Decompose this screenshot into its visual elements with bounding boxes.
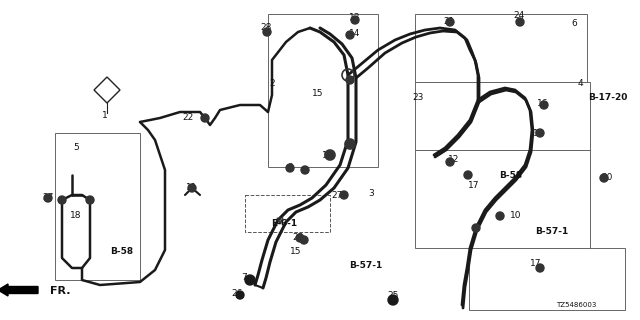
Circle shape xyxy=(388,295,398,305)
Circle shape xyxy=(346,140,354,148)
Circle shape xyxy=(536,264,544,272)
Circle shape xyxy=(536,129,544,137)
Text: 24: 24 xyxy=(513,12,525,20)
Text: 23: 23 xyxy=(412,92,424,101)
Circle shape xyxy=(44,194,52,202)
Text: B-58: B-58 xyxy=(499,171,522,180)
Circle shape xyxy=(516,18,524,26)
Circle shape xyxy=(245,275,255,285)
Text: 10: 10 xyxy=(510,211,522,220)
Circle shape xyxy=(286,164,294,172)
Text: 20: 20 xyxy=(601,173,612,182)
Text: B-58: B-58 xyxy=(110,247,133,257)
Circle shape xyxy=(296,234,304,242)
Text: B-57-1: B-57-1 xyxy=(349,260,382,269)
Circle shape xyxy=(301,166,309,174)
Circle shape xyxy=(464,171,472,179)
Text: 22: 22 xyxy=(183,114,194,123)
Text: 16: 16 xyxy=(537,99,548,108)
Text: 25: 25 xyxy=(292,234,304,243)
Circle shape xyxy=(600,174,608,182)
Text: 15: 15 xyxy=(312,89,324,98)
Text: B-17-20: B-17-20 xyxy=(588,92,627,101)
Circle shape xyxy=(446,158,454,166)
Circle shape xyxy=(58,196,66,204)
Text: 6: 6 xyxy=(571,20,577,28)
Text: 14: 14 xyxy=(349,28,360,37)
Text: TZ5486003: TZ5486003 xyxy=(556,302,596,308)
Circle shape xyxy=(326,151,334,159)
Circle shape xyxy=(263,28,271,36)
Text: 2: 2 xyxy=(269,78,275,87)
Text: 12: 12 xyxy=(448,155,460,164)
Text: 27: 27 xyxy=(42,194,54,203)
Text: 27: 27 xyxy=(332,190,343,199)
Text: 18: 18 xyxy=(70,211,82,220)
Circle shape xyxy=(236,291,244,299)
Text: B-57-1: B-57-1 xyxy=(535,228,568,236)
Text: 28: 28 xyxy=(260,23,272,33)
Text: 17: 17 xyxy=(468,180,480,189)
Circle shape xyxy=(446,18,454,26)
Circle shape xyxy=(201,114,209,122)
Circle shape xyxy=(86,196,94,204)
Text: 17: 17 xyxy=(531,260,541,268)
Text: 18: 18 xyxy=(323,150,333,159)
Text: 19: 19 xyxy=(533,129,545,138)
Text: 26: 26 xyxy=(231,289,243,298)
Text: 15: 15 xyxy=(291,246,301,255)
Circle shape xyxy=(340,191,348,199)
Circle shape xyxy=(300,236,308,244)
Text: 4: 4 xyxy=(577,78,583,87)
Text: 5: 5 xyxy=(73,143,79,153)
Text: 11: 11 xyxy=(186,183,198,193)
Text: 13: 13 xyxy=(349,13,361,22)
Circle shape xyxy=(346,31,354,39)
Text: FR.: FR. xyxy=(50,286,70,296)
Circle shape xyxy=(188,184,196,192)
Circle shape xyxy=(472,224,480,232)
Text: 7: 7 xyxy=(241,274,247,283)
Circle shape xyxy=(540,101,548,109)
Circle shape xyxy=(496,212,504,220)
Text: E-6-1: E-6-1 xyxy=(271,220,297,228)
Text: 25: 25 xyxy=(387,291,399,300)
Text: 1: 1 xyxy=(102,110,108,119)
Circle shape xyxy=(346,76,354,84)
FancyArrow shape xyxy=(0,284,38,296)
Text: 21: 21 xyxy=(444,18,454,27)
Circle shape xyxy=(351,16,359,24)
Text: 3: 3 xyxy=(368,188,374,197)
Text: 9: 9 xyxy=(287,164,293,172)
Text: 8: 8 xyxy=(302,167,308,177)
